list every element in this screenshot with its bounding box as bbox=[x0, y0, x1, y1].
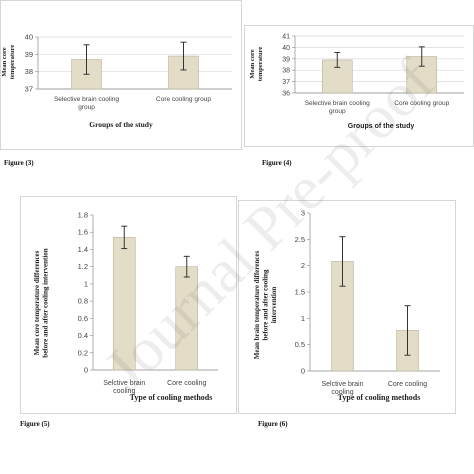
y-tick-label: 37 bbox=[25, 85, 33, 94]
y-tick-label: 38 bbox=[282, 68, 290, 75]
x-category-label: Selective brain cooling bbox=[54, 96, 119, 103]
y-axis-title: Mean core temperature bbox=[1, 45, 16, 80]
x-axis-title: Groups of the study bbox=[348, 123, 415, 130]
x-category-label: cooling bbox=[113, 388, 135, 395]
y-axis-title: Mean brain temperature differences before… bbox=[253, 251, 278, 360]
figure-4-caption: Figure (4) bbox=[262, 159, 292, 167]
y-tick-label: 2 bbox=[301, 261, 305, 270]
y-tick-label: 1.2 bbox=[78, 262, 88, 271]
x-axis-title: Type of cooling methods bbox=[338, 393, 421, 402]
x-axis-title: Type of cooling methods bbox=[130, 393, 213, 402]
y-tick-label: 0.5 bbox=[295, 340, 305, 349]
x-category-label: Selctive brain bbox=[103, 380, 145, 387]
y-tick-label: 0.8 bbox=[78, 297, 88, 306]
x-axis-title: Groups of the study bbox=[89, 120, 153, 129]
y-tick-label: 1.8 bbox=[78, 211, 88, 220]
y-tick-label: 1.4 bbox=[78, 245, 88, 254]
x-category-label: Selctive brain bbox=[321, 381, 363, 388]
y-tick-label: 0.6 bbox=[78, 314, 88, 323]
figure-3-caption: Figure (3) bbox=[4, 159, 34, 167]
y-axis-title: Mean core temperature bbox=[249, 47, 264, 82]
y-tick-label: 40 bbox=[25, 33, 33, 42]
x-category-label: Core cooling bbox=[388, 381, 427, 388]
y-tick-label: 38 bbox=[25, 67, 33, 76]
y-tick-label: 0 bbox=[84, 366, 88, 375]
y-tick-label: 39 bbox=[25, 50, 33, 59]
y-tick-label: 0.2 bbox=[78, 348, 88, 357]
y-tick-label: 39 bbox=[282, 56, 290, 63]
x-category-label: group bbox=[329, 108, 346, 115]
y-axis-title-line: before and after cooling intervention bbox=[42, 248, 50, 358]
y-tick-label: 3 bbox=[301, 209, 305, 218]
y-tick-label: 36 bbox=[282, 91, 290, 98]
x-category-label: Core cooling group bbox=[394, 100, 449, 107]
bar bbox=[112, 237, 136, 371]
y-tick-label: 1 bbox=[301, 314, 305, 323]
chart-panel-3-border bbox=[0, 0, 242, 150]
x-category-label: Core cooling group bbox=[156, 96, 211, 103]
y-tick-label: 41 bbox=[282, 34, 290, 41]
y-axis-title-line: Mean core bbox=[1, 47, 8, 76]
y-tick-label: 1 bbox=[84, 279, 88, 288]
y-tick-label: 0.4 bbox=[78, 331, 88, 340]
x-category-label: Selective brain cooling bbox=[305, 100, 370, 107]
y-axis-title-line: Mean core bbox=[249, 49, 256, 78]
x-category-label: group bbox=[78, 104, 95, 111]
y-axis-title-line: Mean brain temperature differences bbox=[253, 251, 261, 360]
figure-5-caption: Figure (5) bbox=[20, 420, 50, 428]
y-axis-title-line: intervention bbox=[270, 287, 278, 324]
y-tick-label: 37 bbox=[282, 79, 290, 86]
figure-6-caption: Figure (6) bbox=[258, 420, 288, 428]
y-axis-title-line: before and after cooling bbox=[262, 269, 270, 341]
y-tick-label: 1.6 bbox=[78, 228, 88, 237]
y-tick-label: 2.5 bbox=[295, 235, 305, 244]
bar bbox=[175, 266, 199, 371]
y-tick-label: 1.5 bbox=[295, 288, 305, 297]
y-axis-title-line: temperature bbox=[257, 47, 264, 82]
x-category-label: cooling bbox=[331, 389, 353, 396]
y-axis-title-line: temperature bbox=[9, 45, 16, 80]
chart-panel-6-border bbox=[238, 200, 456, 414]
y-tick-label: 40 bbox=[282, 45, 290, 52]
y-axis-title-line: Mean core temperature differences bbox=[33, 250, 41, 355]
y-tick-label: 0 bbox=[301, 367, 305, 376]
y-axis-title: Mean core temperature differences before … bbox=[33, 248, 50, 358]
chart-panel-5-border bbox=[20, 196, 237, 414]
x-category-label: Core cooling bbox=[167, 380, 206, 387]
